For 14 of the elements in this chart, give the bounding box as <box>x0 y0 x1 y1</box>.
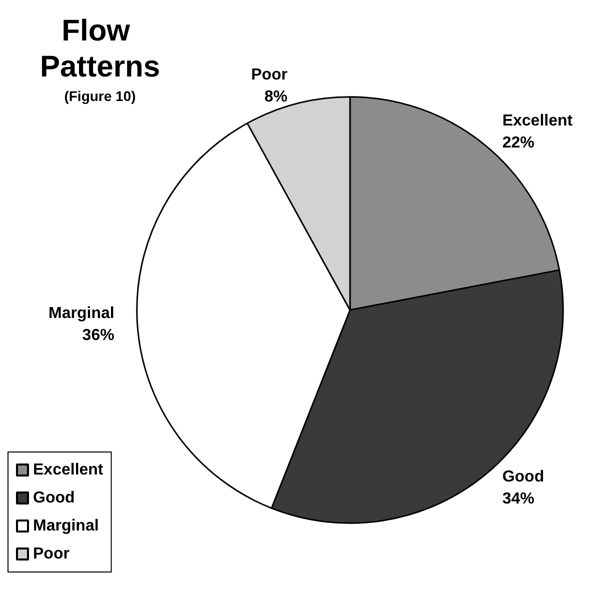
chart-title: Flow Patterns <box>40 14 160 84</box>
legend-label: Excellent <box>33 462 104 478</box>
data-label: 22% <box>502 134 534 152</box>
legend-label: Poor <box>33 546 70 562</box>
slice-label: Poor <box>251 66 288 84</box>
legend-label: Marginal <box>33 518 99 534</box>
legend-label: Good <box>33 490 75 506</box>
slice-label: Good <box>502 468 544 486</box>
slice-label: Marginal <box>48 305 114 322</box>
text: (Figure 10) <box>64 88 136 104</box>
slice-label: Excellent <box>502 112 574 130</box>
data-label: 36% <box>82 327 114 344</box>
data-label: 8% <box>264 88 288 106</box>
data-label: 34% <box>502 490 534 508</box>
